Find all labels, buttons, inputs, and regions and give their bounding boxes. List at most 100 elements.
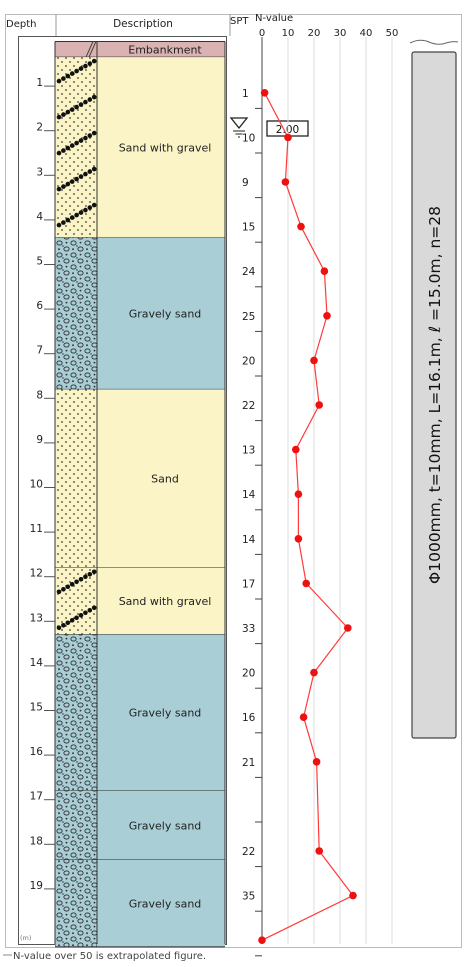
gravel-mark bbox=[87, 607, 93, 613]
gravel-mark bbox=[65, 181, 71, 187]
layer-name: Gravely sand bbox=[129, 819, 202, 832]
n-value-point bbox=[299, 713, 308, 721]
layer-name: Gravely sand bbox=[129, 707, 202, 720]
gravel-mark bbox=[83, 99, 88, 105]
gravel-mark bbox=[78, 612, 84, 618]
gravel-mark bbox=[78, 576, 84, 582]
pile-spec-panel: Φ1000mm, t=10mm, L=16.1m, ℓ =15.0m, n=28 bbox=[409, 39, 459, 739]
layer-name: Gravely sand bbox=[129, 897, 202, 910]
layer-pattern-cell bbox=[55, 41, 97, 58]
spt-value-label: 17 bbox=[242, 578, 255, 590]
gravel-mark bbox=[87, 97, 93, 102]
gravel-mark bbox=[61, 148, 66, 153]
layer-description-cell bbox=[97, 389, 225, 568]
spt-value-label: 9 bbox=[242, 177, 249, 189]
gravel-mark bbox=[56, 222, 62, 228]
depth-tick-label: 3 bbox=[36, 166, 43, 178]
gravel-mark bbox=[65, 584, 71, 590]
n-value-point bbox=[315, 847, 324, 855]
n-value-point bbox=[260, 88, 269, 97]
gravel-mark bbox=[74, 176, 79, 182]
x-tick-label: 20 bbox=[308, 28, 321, 39]
depth-tick-label: 6 bbox=[36, 300, 43, 312]
layer-pattern-cell bbox=[55, 237, 97, 390]
spt-value-label: 25 bbox=[242, 311, 255, 323]
n-value-point bbox=[302, 579, 311, 588]
soil-layers: Embankment Sand with gravel Gravely sand Sa… bbox=[54, 41, 226, 948]
layer-name: Gravely sand bbox=[129, 308, 202, 321]
gravel-mark bbox=[69, 179, 75, 184]
layer-description-cell bbox=[97, 57, 225, 238]
layer-description-cell bbox=[97, 237, 225, 390]
spt-value-label: 15 bbox=[242, 222, 255, 234]
pile-spec-box bbox=[411, 51, 457, 739]
layer-description-cell bbox=[97, 634, 225, 791]
n-value-point bbox=[297, 222, 305, 231]
x-tick-label: 0 bbox=[259, 28, 265, 39]
layer-name: Sand with gravel bbox=[119, 141, 212, 154]
spt-value-label: 10 bbox=[242, 132, 255, 144]
gravel-mark bbox=[91, 166, 97, 172]
depth-tick-label: 18 bbox=[30, 835, 43, 847]
gravel-mark bbox=[65, 73, 71, 79]
depth-tick-label: 8 bbox=[36, 389, 43, 401]
water-level-icon bbox=[229, 117, 249, 130]
gravel-mark bbox=[74, 68, 79, 74]
n-value-point bbox=[281, 178, 290, 186]
gravel-mark bbox=[74, 615, 79, 621]
gravel-mark bbox=[91, 605, 97, 611]
n-value-point bbox=[310, 356, 318, 365]
gravel-mark bbox=[56, 78, 62, 84]
gravel-mark bbox=[83, 574, 88, 580]
gravel-mark bbox=[78, 66, 84, 71]
gravel-mark bbox=[83, 610, 88, 616]
log-frame bbox=[5, 14, 462, 948]
layer-pattern-cell bbox=[55, 57, 97, 238]
gravel-mark bbox=[61, 76, 66, 81]
gravel-mark bbox=[83, 171, 88, 177]
gravel-mark bbox=[83, 63, 88, 69]
gravel-mark bbox=[74, 140, 79, 146]
depth-tick-label: 14 bbox=[30, 657, 44, 669]
gravel-mark bbox=[87, 169, 93, 174]
depth-tick-label: 9 bbox=[36, 434, 43, 446]
header-description: Description bbox=[113, 18, 173, 30]
spt-value-label: 16 bbox=[242, 712, 256, 724]
spt-value-label: 33 bbox=[242, 623, 255, 635]
gravel-mark bbox=[87, 133, 93, 138]
gravel-mark bbox=[56, 589, 62, 595]
layer-name: Embankment bbox=[128, 43, 202, 56]
layer-pattern-cell bbox=[55, 389, 97, 568]
spt-value-label: 35 bbox=[242, 891, 255, 903]
gravel-mark bbox=[78, 174, 84, 179]
n-value-point bbox=[312, 757, 321, 766]
gravel-mark bbox=[91, 130, 97, 136]
gravel-mark bbox=[61, 112, 66, 117]
gravel-mark bbox=[74, 212, 79, 218]
layer-name: Sand with gravel bbox=[119, 595, 212, 608]
x-tick-label: 10 bbox=[282, 28, 295, 39]
spt-value-label: 20 bbox=[242, 355, 255, 367]
gravel-mark bbox=[87, 571, 93, 577]
gravel-mark bbox=[83, 207, 88, 213]
depth-tick-label: 16 bbox=[30, 746, 44, 758]
gravel-mark bbox=[91, 202, 97, 208]
layer-description-cell bbox=[97, 790, 225, 860]
depth-unit-label: (m) bbox=[20, 934, 31, 942]
table-header: Depth Description SPT N-value bbox=[6, 13, 293, 36]
gravel-mark bbox=[69, 143, 75, 148]
depth-tick-label: 5 bbox=[36, 256, 43, 268]
layer-pattern-cell bbox=[55, 859, 97, 947]
depth-tick-label: 15 bbox=[30, 702, 43, 714]
n-value-point bbox=[292, 445, 300, 454]
depth-tick-label: 12 bbox=[30, 568, 43, 580]
spt-value-label: 20 bbox=[242, 668, 255, 680]
depth-tick-label: 10 bbox=[30, 479, 43, 491]
layer-description-cell bbox=[97, 41, 225, 58]
pile-spec-top-edge bbox=[409, 39, 459, 45]
gravel-mark bbox=[61, 220, 66, 225]
n-value-point bbox=[294, 534, 303, 543]
header-n-value: N-value bbox=[255, 13, 293, 24]
